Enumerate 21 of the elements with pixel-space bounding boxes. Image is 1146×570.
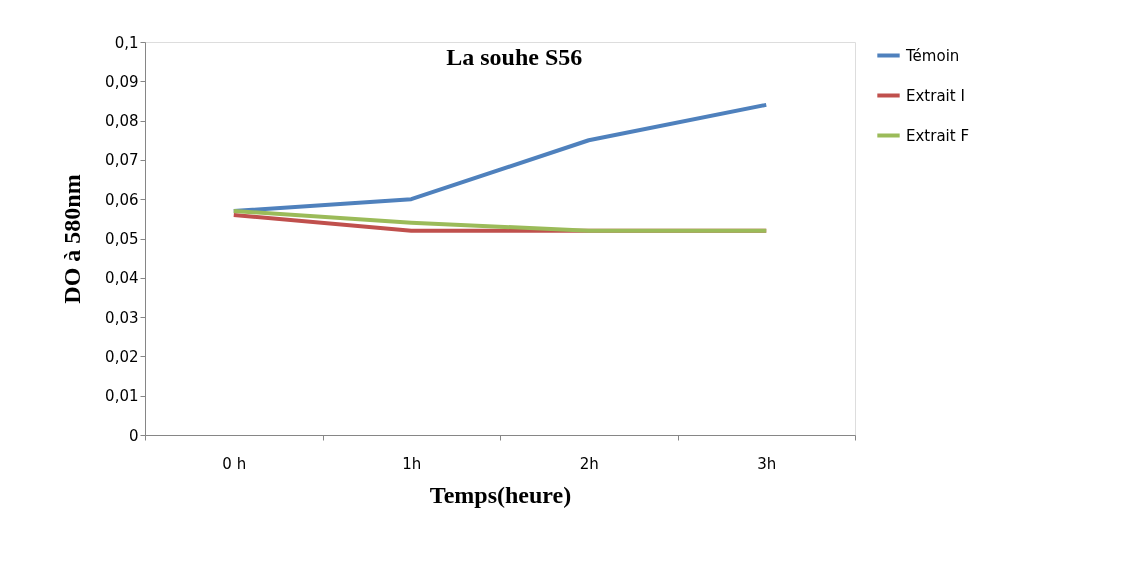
- x-tick-label: 1h: [402, 454, 422, 473]
- x-axis-title: Temps(heure): [429, 481, 572, 508]
- legend-label: Extrait F: [906, 126, 970, 145]
- y-tick-label: 0,04: [105, 269, 139, 288]
- y-tick-label: 0,07: [105, 151, 139, 170]
- chart-title: La souhe S56: [446, 44, 583, 70]
- y-axis-title: DO à 580nm: [59, 174, 86, 304]
- y-tick-label: 0,05: [105, 230, 139, 248]
- y-tick-label: 0,03: [105, 308, 139, 327]
- legend-label: Témoin: [905, 46, 960, 65]
- y-tick-label: 0,1: [114, 33, 139, 52]
- y-tick-label: 0,08: [105, 112, 139, 131]
- x-tick-label: 2h: [579, 454, 599, 473]
- y-tick-label: 0,06: [105, 190, 139, 209]
- y-tick-label: 0,09: [105, 72, 139, 91]
- x-tick-label: 0 h: [222, 454, 247, 473]
- x-tick-label: 3h: [757, 454, 777, 473]
- legend-label: Extrait I: [906, 86, 965, 105]
- y-tick-label: 0,02: [105, 347, 139, 366]
- y-tick-label: 0,01: [105, 387, 139, 406]
- y-tick-label: 0: [128, 426, 139, 445]
